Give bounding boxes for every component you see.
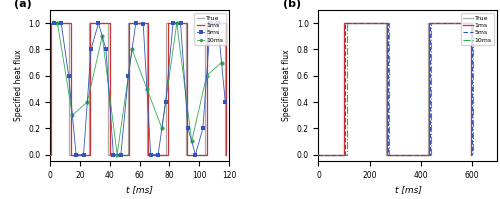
Legend: True, 1ms, 5ms, 10ms: True, 1ms, 5ms, 10ms xyxy=(461,13,494,45)
Legend: True, 1ms, 5ms, 10ms: True, 1ms, 5ms, 10ms xyxy=(194,13,226,45)
Text: (a): (a) xyxy=(14,0,32,9)
Text: (b): (b) xyxy=(282,0,301,9)
X-axis label: t [ms]: t [ms] xyxy=(126,185,153,194)
Y-axis label: Specified heat flux: Specified heat flux xyxy=(14,50,22,121)
X-axis label: t [ms]: t [ms] xyxy=(394,185,421,194)
Y-axis label: Specified heat flux: Specified heat flux xyxy=(282,50,291,121)
